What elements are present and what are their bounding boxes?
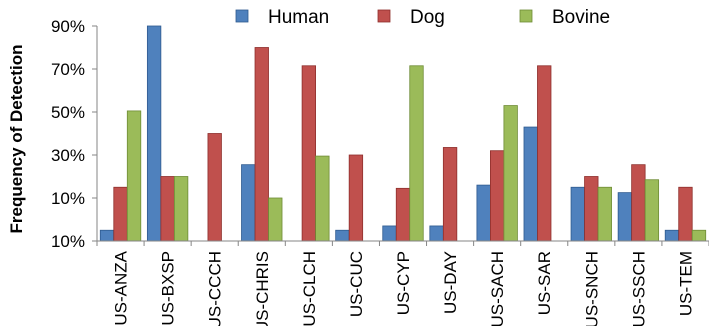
bar-dog-us-ssch: [631, 164, 646, 242]
bar-dog-us-clch: [301, 65, 316, 242]
x-tick-label: US-CCCH: [206, 251, 225, 326]
x-tick-label: US-TEM: [676, 251, 695, 316]
legend-swatch-human: [235, 9, 249, 23]
bar-bovine-us-anza: [126, 110, 142, 242]
bar-human-us-ssch: [617, 192, 633, 242]
bar-bovine-us-sach: [503, 105, 518, 242]
x-tick-label: US-DAY: [441, 251, 460, 314]
x-tick-label: US-SNCH: [582, 251, 601, 326]
y-axis-title: Frequency of Detection: [7, 45, 26, 234]
legend: Human Dog Bovine: [235, 7, 610, 28]
bar-dog-us-tem: [678, 186, 693, 242]
bar-dog-us-chris: [254, 47, 269, 242]
legend-label-dog: Dog: [410, 7, 445, 28]
bar-human-us-bxsp: [146, 25, 162, 242]
bar-bovine-us-cyp: [409, 65, 424, 242]
x-tick-label: US-SSCH: [629, 251, 648, 326]
bar-human-us-anza: [99, 229, 115, 242]
bar-bovine-us-tem: [691, 229, 707, 242]
bar-bovine-us-snch: [597, 186, 612, 242]
x-tick-label: US-CUC: [347, 251, 366, 317]
bar-dog-us-sar: [537, 65, 552, 242]
bar-bovine-us-chris: [268, 197, 283, 242]
bar-dog-us-cyp: [395, 187, 411, 242]
y-tick-label: 70%: [51, 60, 85, 79]
legend-swatch-bovine: [519, 9, 533, 23]
bar-dog-us-anza: [113, 186, 128, 242]
bar-human-us-sar: [523, 126, 538, 242]
x-tick-label: US-ANZA: [112, 250, 131, 325]
y-tick-label: 10%: [51, 189, 85, 208]
y-tick-label: 90%: [51, 17, 85, 36]
bars-layer: [99, 25, 707, 242]
bar-bovine-us-clch: [315, 155, 330, 242]
x-tick-label: US-CHRIS: [253, 251, 272, 326]
bar-dog-us-ccch: [207, 133, 222, 242]
y-tick-label: 30%: [51, 146, 85, 165]
y-axis: 10% 10% 30% 50% 70% 90%: [51, 17, 98, 251]
x-tick-label: US-CYP: [394, 251, 413, 315]
bar-bovine-us-ssch: [644, 179, 660, 242]
x-tick-label: US-BXSP: [159, 251, 178, 326]
bar-dog-us-snch: [584, 176, 599, 242]
y-tick-label: 50%: [51, 103, 85, 122]
y-tick-label: 10%: [51, 232, 85, 251]
bar-human-us-cuc: [335, 229, 350, 242]
bar-human-us-tem: [664, 229, 680, 242]
bar-dog-us-bxsp: [160, 176, 175, 242]
bar-human-us-snch: [570, 186, 585, 242]
bar-human-us-chris: [241, 164, 256, 242]
bar-dog-us-day: [442, 147, 458, 242]
bar-dog-us-sach: [490, 150, 505, 242]
bar-human-us-day: [429, 225, 444, 242]
x-tick-label: US-SACH: [488, 251, 507, 326]
x-axis: US-ANZA US-BXSP US-CCCH US-CHRIS US-CLCH US-C…: [96, 240, 709, 326]
x-tick-label: US-CLCH: [300, 251, 319, 326]
legend-label-human: Human: [268, 7, 329, 28]
legend-label-bovine: Bovine: [552, 7, 610, 28]
bar-human-us-sach: [476, 184, 491, 242]
legend-swatch-dog: [377, 9, 391, 23]
bar-dog-us-cuc: [348, 154, 364, 242]
bar-bovine-us-bxsp: [173, 176, 189, 242]
bar-human-us-cyp: [382, 225, 397, 242]
x-tick-label: US-SAR: [535, 251, 554, 315]
